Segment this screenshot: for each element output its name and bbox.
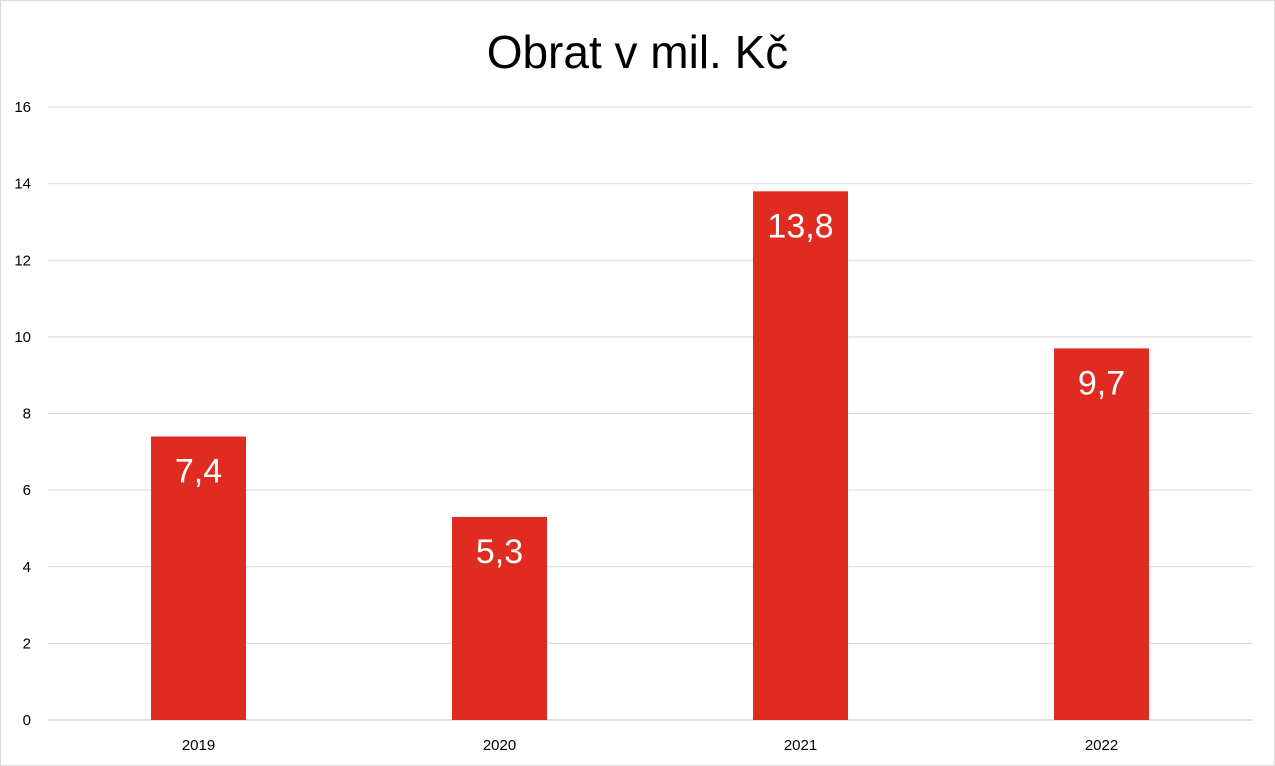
y-tick-label: 16	[14, 99, 31, 116]
bars: 7,4 5,3 13,8 9,7	[151, 191, 1149, 721]
gridlines	[48, 106, 1252, 721]
chart-title: Obrat v mil. Kč	[486, 26, 789, 78]
y-tick-label: 12	[14, 252, 31, 269]
data-label-2019: 7,4	[175, 452, 222, 490]
x-tick-label: 2020	[483, 737, 516, 754]
bar-2019	[151, 436, 246, 720]
data-label-2022: 9,7	[1078, 364, 1125, 402]
y-tick-label: 8	[23, 406, 31, 423]
y-tick-label: 14	[14, 176, 31, 193]
y-axis: 0 2 4 6 8 10 12 14 16	[14, 99, 31, 729]
x-tick-label: 2022	[1085, 737, 1118, 754]
x-axis: 2019 2020 2021 2022	[182, 737, 1118, 754]
x-tick-label: 2021	[784, 737, 817, 754]
bar-2020	[452, 516, 547, 720]
y-tick-label: 2	[23, 635, 31, 652]
y-tick-label: 4	[23, 559, 31, 576]
x-tick-label: 2019	[182, 737, 215, 754]
bar-2022	[1054, 348, 1149, 720]
data-label-2020: 5,3	[476, 533, 523, 571]
y-tick-label: 0	[23, 712, 31, 729]
y-tick-label: 6	[23, 482, 31, 499]
data-label-2021: 13,8	[767, 207, 833, 245]
bar-2021	[753, 191, 848, 721]
y-tick-label: 10	[14, 329, 31, 346]
